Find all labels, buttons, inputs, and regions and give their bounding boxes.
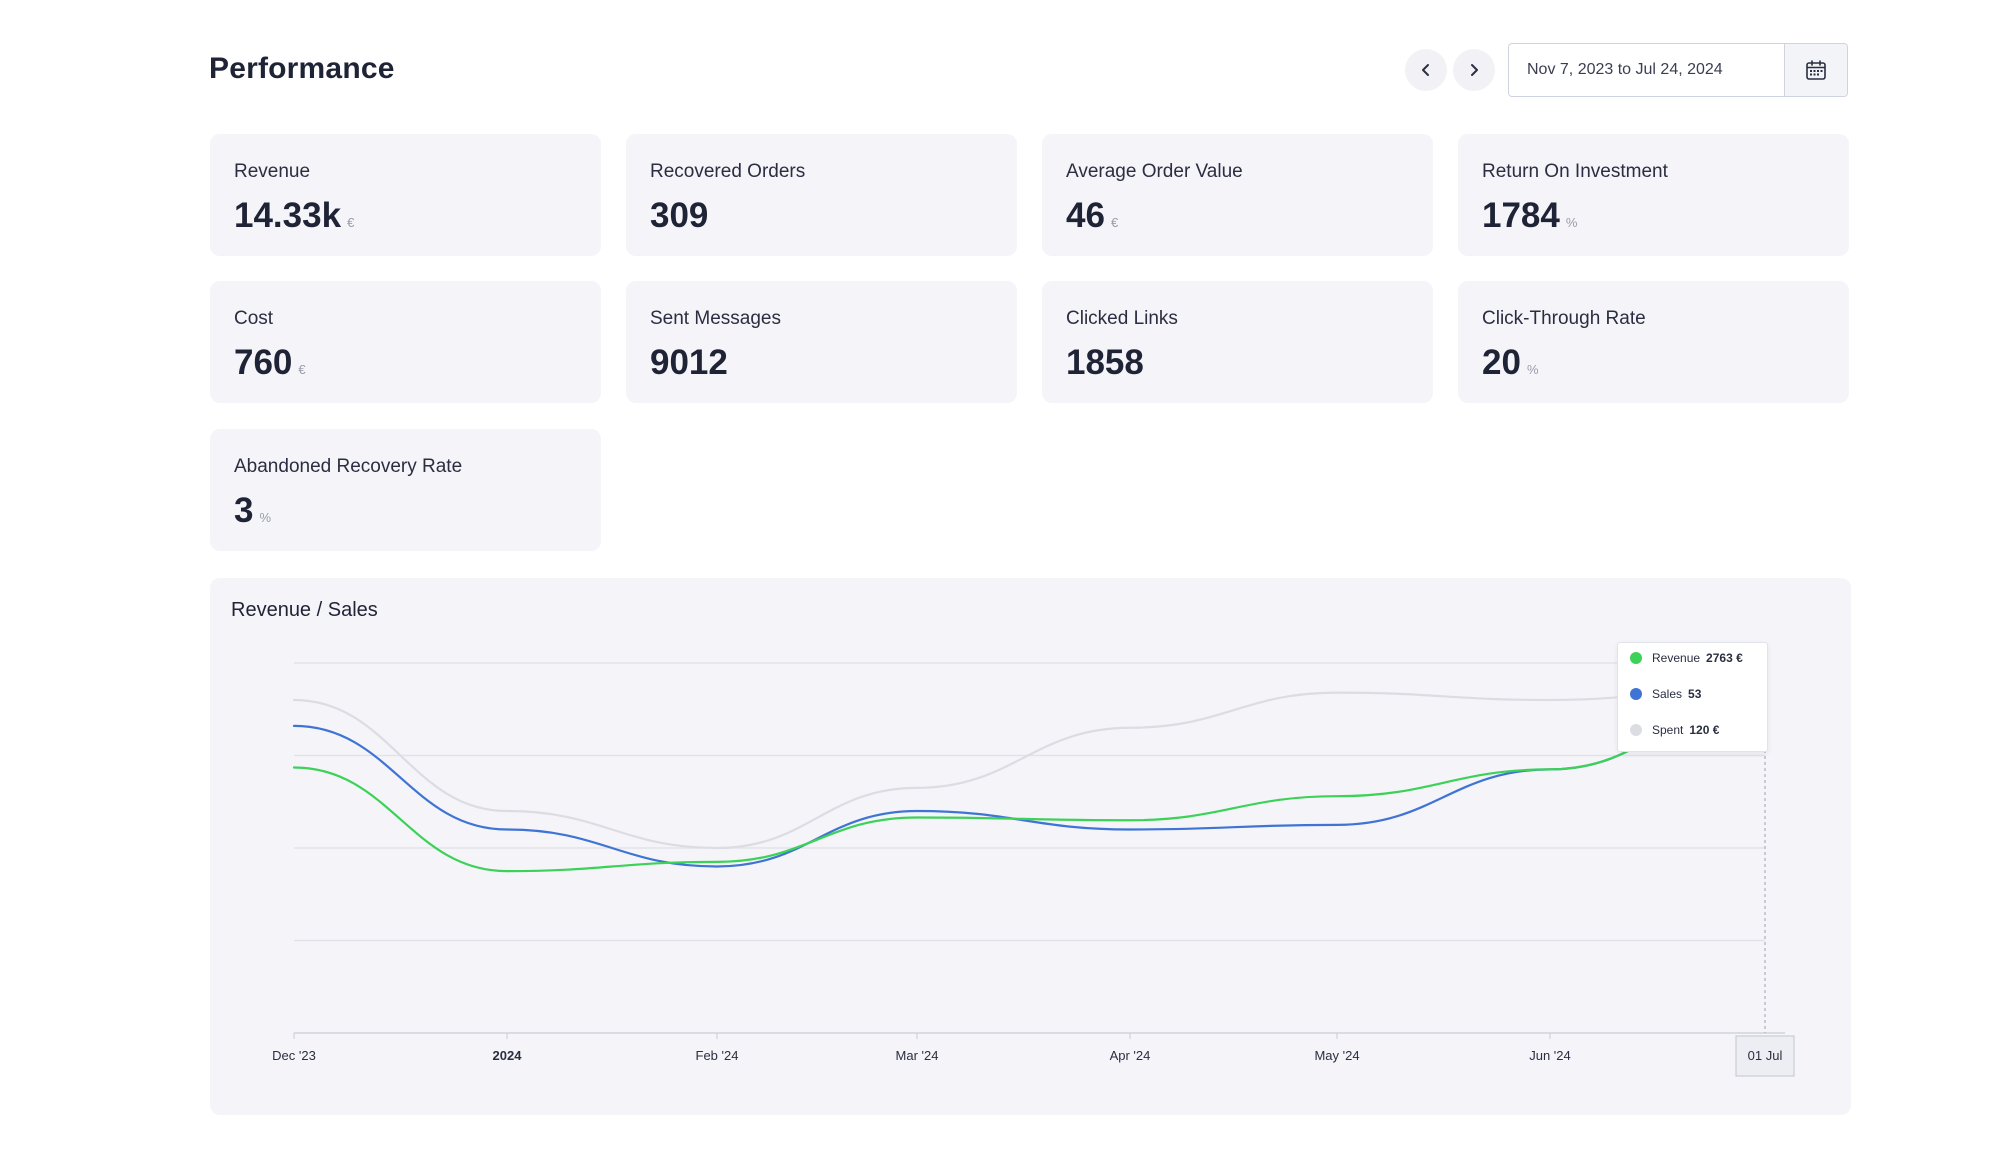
chevron-right-icon bbox=[1471, 64, 1478, 76]
metric-unit: % bbox=[259, 510, 272, 525]
metric-value: 1858 bbox=[1066, 343, 1144, 382]
metric-value: 309 bbox=[650, 196, 709, 235]
metric-card-clicked-links: Clicked Links 1858 bbox=[1042, 281, 1433, 403]
metric-value: 9012 bbox=[650, 343, 728, 382]
metric-label: Clicked Links bbox=[1066, 308, 1178, 329]
calendar-icon bbox=[1806, 60, 1826, 80]
metric-value: 14.33k bbox=[234, 196, 342, 235]
x-tick-label: Jun '24 bbox=[1529, 1048, 1571, 1063]
metric-value: 1784 bbox=[1482, 196, 1560, 235]
metric-card-average-order-value: Average Order Value 46 € bbox=[1042, 134, 1433, 256]
tooltip-row-spent: Spent 120 € bbox=[1630, 723, 1719, 737]
spent-dot-icon bbox=[1630, 724, 1642, 736]
revenue-sales-chart-panel: Revenue / Sales Dec '23 2024 Feb '24 Mar '2… bbox=[210, 578, 1851, 1115]
previous-period-button[interactable] bbox=[1405, 49, 1447, 91]
next-period-button[interactable] bbox=[1453, 49, 1495, 91]
tooltip-row-sales: Sales 53 bbox=[1630, 687, 1701, 701]
metric-label: Return On Investment bbox=[1482, 161, 1668, 182]
metric-label: Sent Messages bbox=[650, 308, 781, 329]
calendar-button[interactable] bbox=[1784, 44, 1847, 96]
sales-dot-icon bbox=[1630, 688, 1642, 700]
metric-label: Click-Through Rate bbox=[1482, 308, 1646, 329]
metric-card-click-through-rate: Click-Through Rate 20% bbox=[1458, 281, 1849, 403]
chevron-left-icon bbox=[1422, 64, 1429, 76]
series-line-sales bbox=[292, 698, 1767, 868]
metric-card-recovered-orders: Recovered Orders 309 bbox=[626, 134, 1017, 256]
x-tick-label: Feb '24 bbox=[696, 1048, 739, 1063]
metric-unit: % bbox=[1526, 362, 1539, 377]
metric-unit: % bbox=[1565, 215, 1578, 230]
x-tick-label: Mar '24 bbox=[896, 1048, 939, 1063]
tooltip-series-name: Spent bbox=[1652, 723, 1684, 737]
x-tick-label: 2024 bbox=[493, 1048, 523, 1063]
metric-unit: € bbox=[347, 215, 355, 230]
x-tick-label: Apr '24 bbox=[1110, 1048, 1151, 1063]
metric-unit: € bbox=[298, 362, 306, 377]
tooltip-series-name: Sales bbox=[1652, 687, 1683, 701]
metric-label: Cost bbox=[234, 308, 274, 329]
metric-card-sent-messages: Sent Messages 9012 bbox=[626, 281, 1017, 403]
metric-value: 3 bbox=[234, 491, 254, 530]
date-range-input[interactable] bbox=[1509, 44, 1784, 96]
x-tick-label: May '24 bbox=[1314, 1048, 1359, 1063]
tooltip-series-name: Revenue bbox=[1652, 651, 1701, 665]
tooltip-series-value: 2763 € bbox=[1706, 651, 1743, 665]
chart-tooltip: Revenue 2763 € Sales 53 Spent 120 € bbox=[1617, 642, 1768, 752]
revenue-sales-chart[interactable]: Dec '23 2024 Feb '24 Mar '24 Apr '24 May '24 J… bbox=[210, 578, 1851, 1115]
x-tick-label: Dec '23 bbox=[272, 1048, 316, 1063]
series-line-spent bbox=[292, 685, 1767, 850]
metric-card-abandoned-recovery-rate: Abandoned Recovery Rate 3% bbox=[210, 429, 601, 551]
metric-label: Recovered Orders bbox=[650, 161, 806, 182]
page-title: Performance bbox=[209, 52, 395, 85]
date-range-picker bbox=[1508, 43, 1848, 97]
chart-title: Revenue / Sales bbox=[231, 599, 378, 621]
metric-value: 760 bbox=[234, 343, 293, 382]
revenue-dot-icon bbox=[1630, 652, 1642, 664]
series-line-revenue bbox=[292, 698, 1767, 873]
metric-card-cost: Cost 760 € bbox=[210, 281, 601, 403]
tooltip-series-value: 120 € bbox=[1689, 723, 1720, 737]
metric-label: Abandoned Recovery Rate bbox=[234, 456, 463, 477]
hover-x-label: 01 Jul bbox=[1748, 1048, 1783, 1063]
metric-value: 46 bbox=[1066, 196, 1105, 235]
metric-card-revenue: Revenue 14.33k € bbox=[210, 134, 601, 256]
metric-unit: € bbox=[1110, 215, 1119, 230]
metric-value: 20 bbox=[1482, 343, 1521, 382]
tooltip-row-revenue: Revenue 2763 € bbox=[1630, 651, 1743, 665]
metric-label: Average Order Value bbox=[1066, 161, 1243, 182]
tooltip-series-value: 53 bbox=[1688, 687, 1702, 701]
hover-label-box bbox=[1735, 1035, 1795, 1077]
metric-label: Revenue bbox=[234, 161, 311, 182]
metric-card-return-on-investment: Return On Investment 1784% bbox=[1458, 134, 1849, 256]
